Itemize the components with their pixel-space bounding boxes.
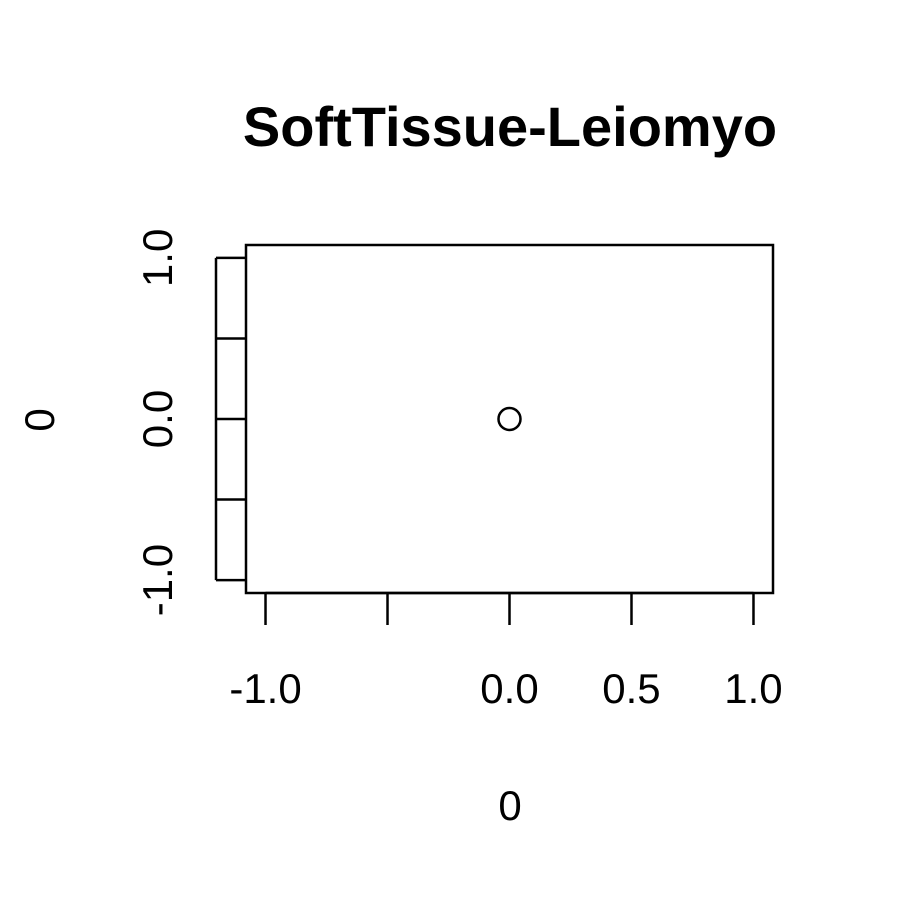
y-tick-label: 1.0 xyxy=(134,229,181,287)
x-axis: -1.0 0.0 0.5 1.0 xyxy=(229,591,783,712)
y-axis-label: 0 xyxy=(16,408,63,431)
data-point xyxy=(497,406,522,432)
chart-title: SoftTissue-Leiomyo xyxy=(243,95,777,158)
y-tick-label: 0.0 xyxy=(134,390,181,448)
x-tick-label: 1.0 xyxy=(724,665,782,712)
x-tick-label: 0.0 xyxy=(480,665,538,712)
y-tick-label: -1.0 xyxy=(134,544,181,616)
x-tick-label: -1.0 xyxy=(229,665,301,712)
plot-frame xyxy=(244,243,775,595)
y-axis: -1.0 0.0 1.0 xyxy=(134,229,246,616)
x-tick-label: 0.5 xyxy=(602,665,660,712)
x-axis-label: 0 xyxy=(498,782,521,829)
data-points xyxy=(497,406,522,432)
